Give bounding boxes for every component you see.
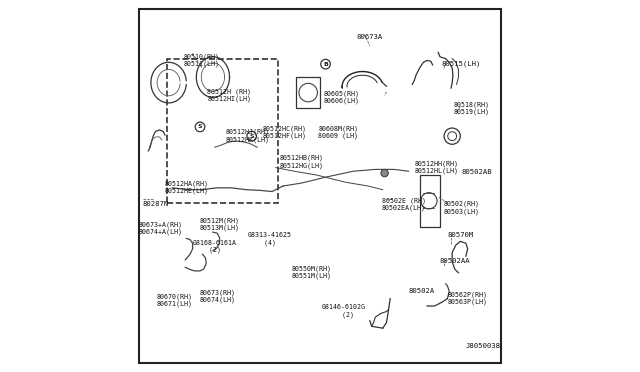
Text: 80550M(RH)
80551M(LH): 80550M(RH) 80551M(LH): [291, 265, 332, 279]
Circle shape: [381, 169, 388, 177]
Bar: [420, 175, 440, 227]
Text: 80605(RH)
80606(LH): 80605(RH) 80606(LH): [324, 90, 360, 104]
Text: J8050038: J8050038: [466, 343, 501, 349]
Text: S: S: [250, 134, 254, 139]
Text: 08168-6161A
    (2): 08168-6161A (2): [193, 240, 237, 253]
Text: 08146-6102G
     (2): 08146-6102G (2): [322, 304, 366, 318]
Text: 80512H (RH)
80512HI(LH): 80512H (RH) 80512HI(LH): [207, 88, 252, 102]
Text: 80502(RH)
80503(LH): 80502(RH) 80503(LH): [444, 201, 480, 215]
Text: 80670(RH)
80671(LH): 80670(RH) 80671(LH): [157, 293, 193, 307]
Text: 80673A: 80673A: [357, 34, 383, 40]
Text: 80502AB: 80502AB: [461, 169, 492, 175]
Text: 80502AA: 80502AA: [440, 258, 470, 264]
Text: 80562P(RH)
80563P(LH): 80562P(RH) 80563P(LH): [447, 291, 488, 305]
Text: S: S: [198, 124, 202, 129]
Text: 80512HH(RH)
80512HL(LH): 80512HH(RH) 80512HL(LH): [414, 160, 458, 174]
Text: 80570M: 80570M: [447, 232, 474, 238]
Text: 80608M(RH)
80609 (LH): 80608M(RH) 80609 (LH): [318, 125, 358, 139]
Text: 80518(RH)
80519(LH): 80518(RH) 80519(LH): [454, 101, 490, 115]
Text: B: B: [323, 62, 328, 67]
Text: 80502A: 80502A: [408, 288, 435, 294]
Text: 08313-41625
    (4): 08313-41625 (4): [248, 232, 292, 246]
Text: 80512HC(RH)
80512HF(LH): 80512HC(RH) 80512HF(LH): [263, 125, 307, 139]
Text: 80512HA(RH)
80512HE(LH): 80512HA(RH) 80512HE(LH): [164, 180, 208, 195]
Text: 80512HJ(RH)
80512HK(LH): 80512HJ(RH) 80512HK(LH): [226, 129, 270, 143]
Text: 80502E (RH)
80502EA(LH): 80502E (RH) 80502EA(LH): [382, 197, 426, 211]
Text: 80287N: 80287N: [142, 201, 168, 207]
Text: 80515(LH): 80515(LH): [442, 61, 481, 67]
Text: 80512HB(RH)
80512HG(LH): 80512HB(RH) 80512HG(LH): [280, 155, 323, 169]
Text: 80510(RH)
80511(LH): 80510(RH) 80511(LH): [184, 53, 220, 67]
Text: 80512M(RH)
80513M(LH): 80512M(RH) 80513M(LH): [200, 217, 240, 231]
Text: 80673+A(RH)
80674+A(LH): 80673+A(RH) 80674+A(LH): [139, 221, 183, 235]
Bar: [296, 77, 320, 109]
Bar: [167, 59, 278, 203]
Text: 80673(RH)
80674(LH): 80673(RH) 80674(LH): [200, 289, 236, 304]
